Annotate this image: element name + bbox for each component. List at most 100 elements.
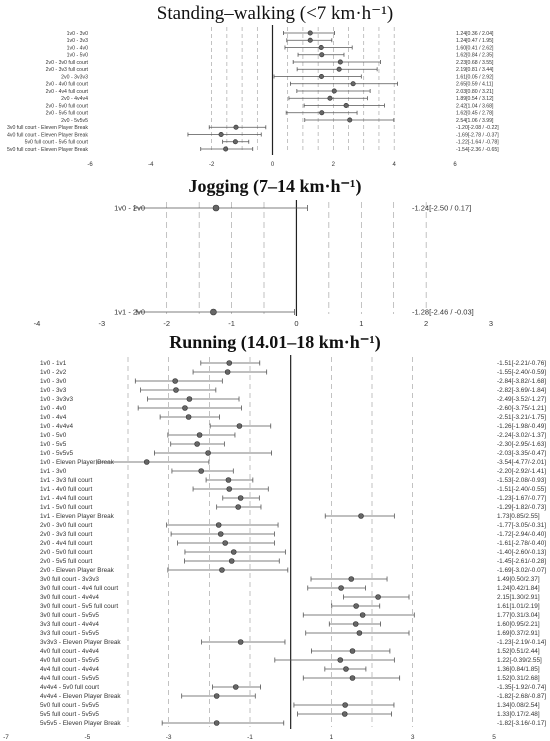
row-label: 3v0 full court - 5v5v5 — [40, 612, 99, 619]
effect-point — [218, 132, 224, 138]
row-label: 3v0 full court - 5v5 full court — [40, 603, 118, 610]
row-label: 4v4v4 - 5v0 full court — [40, 684, 99, 691]
row-label: 2v0 - 5v0 full court — [40, 549, 92, 556]
row-label: 3v0 full court - 3v3v3 — [40, 576, 99, 583]
x-tick-label: -1 — [247, 734, 253, 741]
row-label: 3v3v3 - Eleven Player Break — [40, 639, 121, 646]
effect-point — [350, 81, 356, 87]
effect-point — [186, 396, 193, 402]
effect-point — [349, 675, 356, 681]
row-label: 1v0 - 3v0 — [67, 31, 88, 37]
effect-value-label: -1.53[-2.08/-0.93] — [497, 477, 546, 484]
effect-value-label: -2.60[-3.75/-1.21] — [497, 405, 546, 412]
effect-point — [228, 558, 235, 564]
effect-point — [198, 468, 204, 474]
x-tick-label: 5 — [492, 734, 496, 741]
effect-value-label: 1.60[0.95/2.21] — [497, 621, 540, 628]
effect-point — [213, 693, 220, 699]
row-label: 3v3 full court - 4v4v4 — [40, 621, 99, 628]
effect-point — [348, 576, 355, 582]
effect-value-label: -1.72[-2.94/-0.40] — [497, 531, 546, 538]
running-plot: -7 -5 -3 -1 1 3 5 1v0 - 1v1 -1.51[-2.21/-0.76] 1v… — [3, 355, 546, 741]
standing-walking-title: Standing–walking (<7 km·h⁻¹) — [156, 3, 394, 24]
effect-value-label: -1.51[-2.21/-0.76] — [497, 360, 546, 367]
effect-point — [225, 477, 232, 483]
row-label: 2v0 - 5v5v5 — [61, 118, 88, 124]
effect-point — [349, 648, 356, 654]
effect-point — [337, 59, 343, 65]
row-label: 1v0 - 3v3v3 — [40, 396, 73, 403]
row-label: 2v0 - 3v3v3 — [61, 74, 88, 80]
x-tick-label: -2 — [163, 319, 170, 328]
x-tick-label: 2 — [332, 162, 336, 168]
effect-point — [230, 549, 237, 555]
effect-value-label: 2.15[1.30/2.91] — [497, 594, 540, 601]
row-label: 1v0 - 2v0 — [114, 204, 145, 213]
row-label: 4v0 full court - Eleven Player Break — [7, 132, 88, 138]
x-tick-label: 2 — [424, 319, 428, 328]
row-label: 2v0 - Eleven Player Break — [40, 567, 115, 574]
effect-value-label: 1.89[0.54 / 3.12] — [456, 96, 494, 102]
x-tick-label: -7 — [3, 734, 9, 741]
effect-value-label: 2.54[1.06 / 3.99] — [456, 118, 494, 124]
row-label: 1v0 - 4v4v4 — [40, 423, 73, 430]
effect-value-label: 2.23[0.68 / 3.55] — [456, 60, 494, 66]
row-label: 1v0 - 3v3 — [67, 38, 88, 44]
effect-point — [336, 66, 342, 72]
effect-point — [331, 88, 337, 94]
x-tick-label: 3 — [411, 734, 415, 741]
effect-point — [212, 204, 220, 212]
effect-point — [196, 432, 203, 438]
row-label: 1v0 - 5v0 — [67, 53, 88, 59]
jogging-chart: -4 -3 -2 -1 0 1 2 3 1v0 - 2v0 -1.24[-2.50 / 0.17]… — [0, 198, 550, 330]
effect-point — [347, 117, 353, 123]
effect-value-label: -1.23[-2.19/-0.14] — [497, 639, 546, 646]
effect-point — [318, 44, 324, 50]
effect-value-label: 1.73[0.85/2.55] — [497, 513, 540, 520]
row-label: 1v0 - 2v2 — [40, 369, 67, 376]
effect-value-label: -2.49[-3.52/-1.27] — [497, 396, 546, 403]
x-tick-label: -6 — [87, 162, 93, 168]
effect-value-label: 1.61[0.05 / 2.92] — [456, 74, 494, 80]
effect-value-label: 1.24[0.47 / 1.95] — [456, 38, 494, 44]
effect-point — [356, 630, 363, 636]
effect-point — [237, 495, 244, 501]
row-label: 1v0 - 3v0 — [40, 378, 67, 385]
effect-point — [338, 585, 344, 591]
effect-point — [213, 720, 220, 726]
effect-point — [359, 612, 366, 618]
row-label: 2v0 - 4v4 full court — [40, 540, 92, 547]
effect-value-label: 2.65[0.59 / 4.11] — [456, 82, 494, 88]
effect-point — [219, 567, 225, 573]
effect-point — [215, 522, 222, 528]
effect-point — [226, 360, 233, 366]
x-tick-label: -4 — [148, 162, 154, 168]
effect-point — [235, 504, 242, 510]
effect-point — [327, 95, 333, 101]
effect-point — [337, 657, 344, 663]
row-label: 1v1 - 5v0 full court — [40, 504, 92, 511]
effect-point — [205, 450, 211, 456]
row-label: 4v0 full court - 5v5v5 — [40, 657, 99, 664]
effect-point — [223, 146, 229, 152]
row-label: 2v0 - 5v5 full court — [40, 558, 92, 565]
effect-value-label: -2.51[-3.21/-1.75] — [497, 414, 546, 421]
row-label: 2v0 - 4v4v4 — [61, 96, 88, 102]
row-label: 3v0 full court - 4v4v4 — [40, 594, 99, 601]
effect-value-label: -1.54[-2.36 / -0.65] — [456, 147, 499, 153]
x-tick-label: 6 — [453, 162, 457, 168]
effect-value-label: -1.51[-2.40/-0.55] — [497, 486, 546, 493]
x-tick-label: 1 — [330, 734, 334, 741]
effect-point — [343, 666, 349, 672]
row-label: 2v0 - 3v0 full court — [40, 522, 92, 529]
x-tick-label: -2 — [209, 162, 215, 168]
x-tick-label: 0 — [271, 162, 275, 168]
row-label: 1v0 - 3v3 — [40, 387, 67, 394]
row-label: 3v0 full court - 4v4 full court — [40, 585, 118, 592]
effect-point — [319, 110, 325, 116]
effect-point — [210, 308, 217, 316]
effect-point — [352, 621, 359, 627]
effect-value-label: -3.54[-4.77/-2.01] — [497, 459, 546, 466]
row-label: 1v0 - Eleven Player Break — [40, 459, 115, 466]
row-label: 1v0 - 5v0 — [40, 432, 67, 439]
